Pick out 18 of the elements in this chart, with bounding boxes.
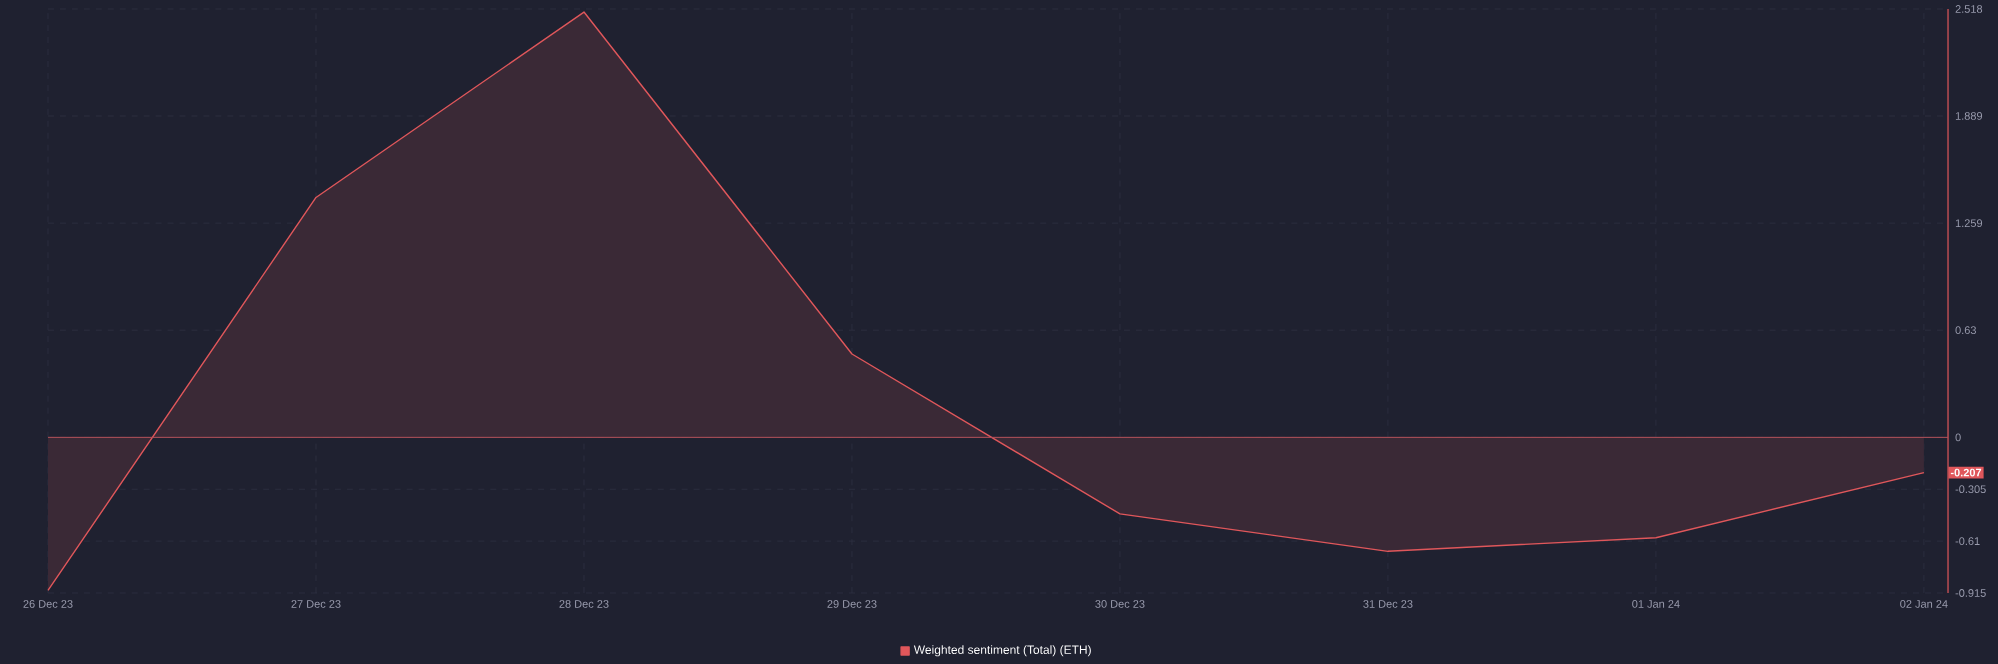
x-tick-label: 01 Jan 24: [1632, 600, 1680, 608]
y-tick-label: 0.63: [1955, 326, 1976, 335]
annotation: -0.207: [1950, 468, 1982, 477]
x-tick-label: 02 Jan 24: [1900, 600, 1948, 608]
y-tick-label: -0.915: [1955, 589, 1986, 597]
y-tick-label: 1.889: [1955, 112, 1983, 120]
x-tick-label: 28 Dec 23: [559, 600, 609, 608]
y-tick-label: -0.305: [1955, 485, 1986, 494]
x-tick-label: 31 Dec 23: [1363, 600, 1413, 608]
x-tick-label: 30 Dec 23: [1095, 600, 1145, 608]
y-tick-label: -0.61: [1955, 537, 1980, 545]
y-tick-label: 1.259: [1955, 219, 1983, 228]
x-tick-label: 26 Dec 23: [23, 600, 73, 608]
y-tick-label: 2.518: [1955, 5, 1983, 13]
legend-label: Weighted sentiment (Total) (ETH): [913, 645, 1091, 657]
y-tick-label: 0: [1955, 433, 1961, 442]
x-tick-label: 29 Dec 23: [827, 600, 877, 608]
x-tick-label: 27 Dec 23: [291, 600, 341, 608]
